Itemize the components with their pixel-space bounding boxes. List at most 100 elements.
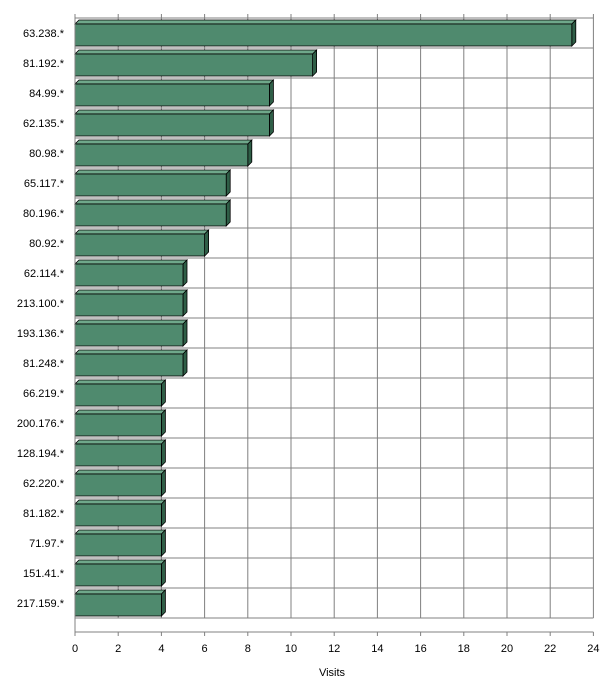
x-tick-label: 8 (245, 643, 251, 655)
category-label: 151.41.* (23, 568, 65, 580)
bar-side-face (182, 289, 188, 317)
bar-side-face (182, 319, 188, 347)
bar-top-face (74, 439, 167, 445)
bar-top-face (74, 79, 275, 85)
bar-side-face (225, 199, 231, 227)
bar (74, 289, 188, 317)
category-label: 63.238.* (23, 28, 65, 40)
bar (74, 109, 275, 137)
bar (74, 529, 167, 557)
category-labels: 63.238.* 81.192.* 84.99.* 62.135.* 80.98.* 65… (17, 28, 65, 610)
bar-front-face (74, 383, 162, 407)
bar-front-face (74, 593, 162, 617)
bar (74, 19, 577, 47)
category-label: 62.220.* (23, 478, 65, 490)
x-tick-label: 24 (587, 643, 599, 655)
bar-side-face (160, 379, 166, 407)
bar-front-face (74, 443, 162, 467)
category-label: 213.100.* (17, 298, 65, 310)
bar-top-face (74, 319, 188, 325)
bar (74, 379, 167, 407)
bar-side-face (160, 439, 166, 467)
x-tick-label: 14 (371, 643, 383, 655)
x-tick-label: 12 (328, 643, 340, 655)
bar-side-face (204, 229, 210, 257)
bar (74, 409, 167, 437)
bar-front-face (74, 413, 162, 437)
bar-side-face (160, 469, 166, 497)
bar (74, 559, 167, 587)
category-label: 81.182.* (23, 508, 65, 520)
bar-front-face (74, 53, 314, 77)
bar-top-face (74, 139, 253, 145)
bar-front-face (74, 113, 270, 137)
bar (74, 439, 167, 467)
category-label: 62.135.* (23, 118, 65, 130)
bar-top-face (74, 169, 232, 175)
category-label: 65.117.* (24, 178, 65, 190)
bar (74, 229, 210, 257)
bar-top-face (74, 259, 188, 265)
bar-front-face (74, 563, 162, 587)
bar-side-face (225, 169, 231, 197)
bar-front-face (74, 353, 184, 377)
bar (74, 139, 253, 167)
bar (74, 259, 188, 287)
bar-side-face (182, 349, 188, 377)
category-label: 193.136.* (17, 328, 65, 340)
bar-side-face (160, 409, 166, 437)
bar-side-face (160, 529, 166, 557)
bar-front-face (74, 473, 162, 497)
bar-front-face (74, 203, 227, 227)
bar-top-face (74, 289, 188, 295)
bar-front-face (74, 323, 184, 347)
axes (74, 14, 594, 636)
bar (74, 349, 188, 377)
bar (74, 499, 167, 527)
bar-side-face (182, 259, 188, 287)
bar-top-face (74, 229, 210, 235)
bar-side-face (160, 559, 166, 587)
x-tick-label: 18 (458, 643, 470, 655)
bar-front-face (74, 263, 184, 287)
category-label: 80.92.* (29, 238, 65, 250)
bar (74, 169, 232, 197)
bar-top-face (74, 199, 232, 205)
x-tick-label: 22 (544, 643, 556, 655)
bar-top-face (74, 349, 188, 355)
bar-front-face (74, 533, 162, 557)
bars (74, 19, 577, 617)
bar-top-face (74, 529, 167, 535)
bar-front-face (74, 83, 270, 107)
bar-front-face (74, 233, 206, 257)
x-tick-label: 0 (72, 643, 78, 655)
bar-top-face (74, 409, 167, 415)
bar-front-face (74, 143, 249, 167)
bar-top-face (74, 49, 318, 55)
bar-front-face (74, 293, 184, 317)
x-tick-label: 4 (158, 643, 164, 655)
bar-top-face (74, 589, 167, 595)
bar-side-face (160, 589, 166, 617)
bar-side-face (268, 79, 274, 107)
bar-top-face (74, 559, 167, 565)
bar-side-face (571, 19, 577, 47)
bar (74, 79, 275, 107)
category-label: 128.194.* (17, 448, 65, 460)
category-label: 71.97.* (29, 538, 65, 550)
bar (74, 199, 232, 227)
bar (74, 469, 167, 497)
bar (74, 319, 188, 347)
bar (74, 49, 318, 77)
category-label: 66.219.* (23, 388, 65, 400)
tick-labels: 0 2 4 6 8 10 12 14 16 18 20 22 24 (72, 643, 600, 655)
x-tick-label: 10 (285, 643, 297, 655)
category-label: 200.176.* (17, 418, 65, 430)
category-label: 81.192.* (23, 58, 65, 70)
bar (74, 589, 167, 617)
category-label: 217.159.* (17, 598, 65, 610)
bar-top-face (74, 499, 167, 505)
x-tick-label: 20 (501, 643, 513, 655)
bar-top-face (74, 19, 577, 25)
